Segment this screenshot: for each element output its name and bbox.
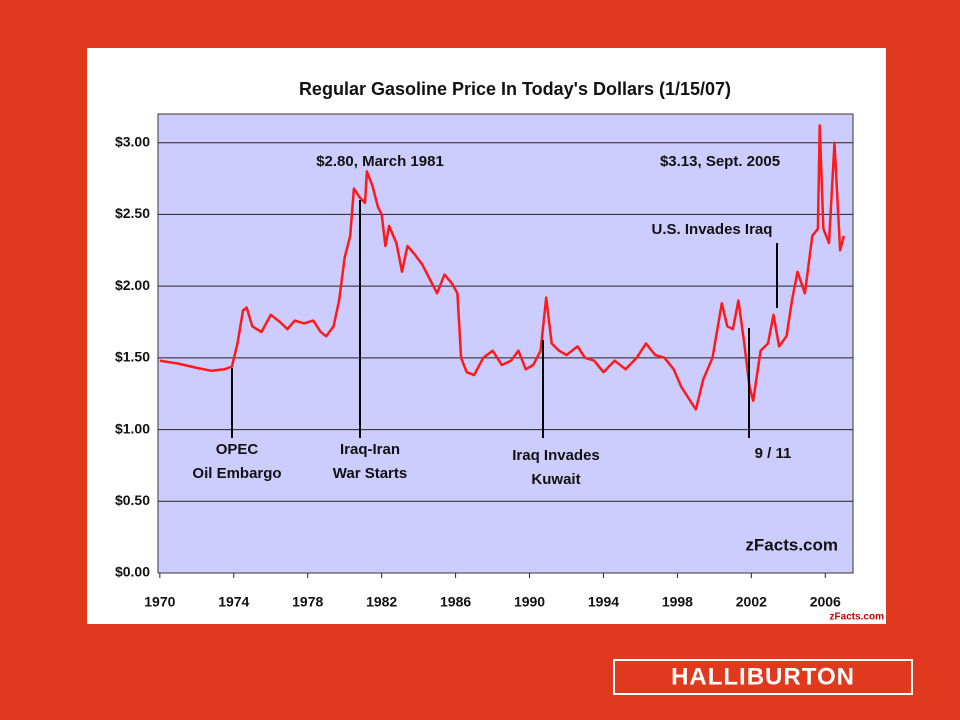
y-tick-label: $2.00 xyxy=(115,277,150,293)
x-tick-label: 1978 xyxy=(292,594,323,610)
annotation: Iraq-Iran xyxy=(340,441,400,458)
annotation: $3.13, Sept. 2005 xyxy=(660,153,780,170)
y-tick-label: $1.50 xyxy=(115,349,150,365)
x-tick-label: 1970 xyxy=(144,594,175,610)
annotation: U.S. Invades Iraq xyxy=(652,221,773,238)
x-tick-label: 2006 xyxy=(810,594,841,610)
chart-title: Regular Gasoline Price In Today's Dollar… xyxy=(299,79,731,99)
halliburton-logo: HALLIBURTON xyxy=(671,663,855,690)
y-tick-label: $1.00 xyxy=(115,420,150,436)
annotation: War Starts xyxy=(333,465,407,482)
plot-area xyxy=(158,114,853,573)
annotation: Oil Embargo xyxy=(192,465,281,482)
x-tick-label: 1982 xyxy=(366,594,397,610)
annotation: Iraq Invades xyxy=(512,447,600,464)
watermark: zFacts.com xyxy=(745,535,838,554)
x-tick-label: 1986 xyxy=(440,594,471,610)
price-line xyxy=(159,124,846,411)
y-tick-label: $0.00 xyxy=(115,564,150,580)
x-tick-label: 1974 xyxy=(218,594,249,610)
plot-border xyxy=(157,113,854,574)
zfacts-logo: zFacts.com xyxy=(830,612,885,623)
y-tick-label: $3.00 xyxy=(115,133,150,149)
x-tick-label: 1990 xyxy=(514,594,545,610)
annotation: $2.80, March 1981 xyxy=(316,153,444,170)
halliburton-logo-box xyxy=(613,659,913,695)
x-tick-label: 1998 xyxy=(662,594,693,610)
annotation: Kuwait xyxy=(531,471,580,488)
y-tick-label: $0.50 xyxy=(115,492,150,508)
y-tick-label: $2.50 xyxy=(115,205,150,221)
annotation: OPEC xyxy=(216,441,259,458)
annotation: 9 / 11 xyxy=(755,445,792,462)
x-tick-label: 2002 xyxy=(736,594,767,610)
x-tick-label: 1994 xyxy=(588,594,619,610)
